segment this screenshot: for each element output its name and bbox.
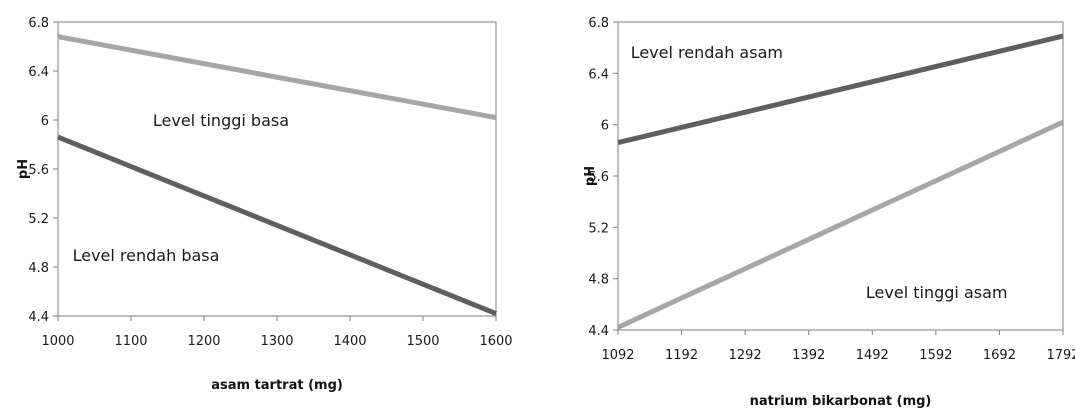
y-tick-label: 6 (601, 119, 609, 134)
y-tick-label: 6.8 (588, 16, 609, 31)
series-line-2 (616, 119, 1065, 330)
series-line-1 (617, 33, 1064, 146)
x-axis-title: asam tartrat (mg) (211, 378, 343, 393)
y-tick-label: 5.2 (28, 212, 49, 227)
x-tick-label: 1192 (665, 348, 698, 363)
x-tick-label: 1600 (479, 334, 512, 349)
y-tick-label: 4.8 (28, 261, 49, 276)
chart-1: 4.4 4.8 5.2 5.6 6 6.4 6.8 1000 1100 1200 1300 1400 1… (16, 16, 513, 393)
x-axis-title: natrium bikarbonat (mg) (750, 394, 932, 409)
annotation-label: Level rendah basa (73, 246, 220, 265)
annotation-label: Level tinggi basa (153, 111, 289, 130)
y-axis-title: pH (583, 166, 598, 186)
series-line-2 (57, 134, 497, 316)
y-tick-label: 6.4 (28, 65, 49, 80)
y-tick-label: 6.8 (28, 16, 49, 31)
series-line-1 (57, 34, 497, 121)
x-tick-label: 1592 (919, 348, 952, 363)
y-tick-label: 5.6 (588, 170, 609, 185)
x-tick-label: 1400 (333, 334, 366, 349)
annotation-label: Level rendah asam (631, 43, 783, 62)
y-tick-label: 6 (41, 114, 49, 129)
y-tick-label: 5.2 (588, 221, 609, 236)
x-tick-label: 1300 (260, 334, 293, 349)
y-tick-label: 4.8 (588, 273, 609, 288)
x-tick-label: 1000 (41, 334, 74, 349)
y-tick-label: 6.4 (588, 67, 609, 82)
y-axis-title: pH (16, 159, 31, 179)
x-tick-label: 1500 (406, 334, 439, 349)
x-tick-label: 1200 (187, 334, 220, 349)
annotation-label: Level tinggi asam (866, 283, 1008, 302)
x-tick-label: 1100 (114, 334, 147, 349)
chart-2: 4.4 4.8 5.2 5.6 6 6.4 6.8 1092 1192 1292 1392 1492 1… (583, 16, 1075, 409)
x-tick-label: 1792 (1046, 348, 1075, 363)
y-tick-label: 4.4 (588, 324, 609, 339)
y-tick-label: 4.4 (28, 310, 49, 325)
y-tick-label: 5.6 (28, 163, 49, 178)
x-tick-label: 1292 (729, 348, 762, 363)
plot-frame (57, 21, 497, 317)
x-tick-label: 1392 (792, 348, 825, 363)
x-tick-label: 1492 (856, 348, 889, 363)
x-tick-label: 1092 (601, 348, 634, 363)
x-tick-label: 1692 (983, 348, 1016, 363)
